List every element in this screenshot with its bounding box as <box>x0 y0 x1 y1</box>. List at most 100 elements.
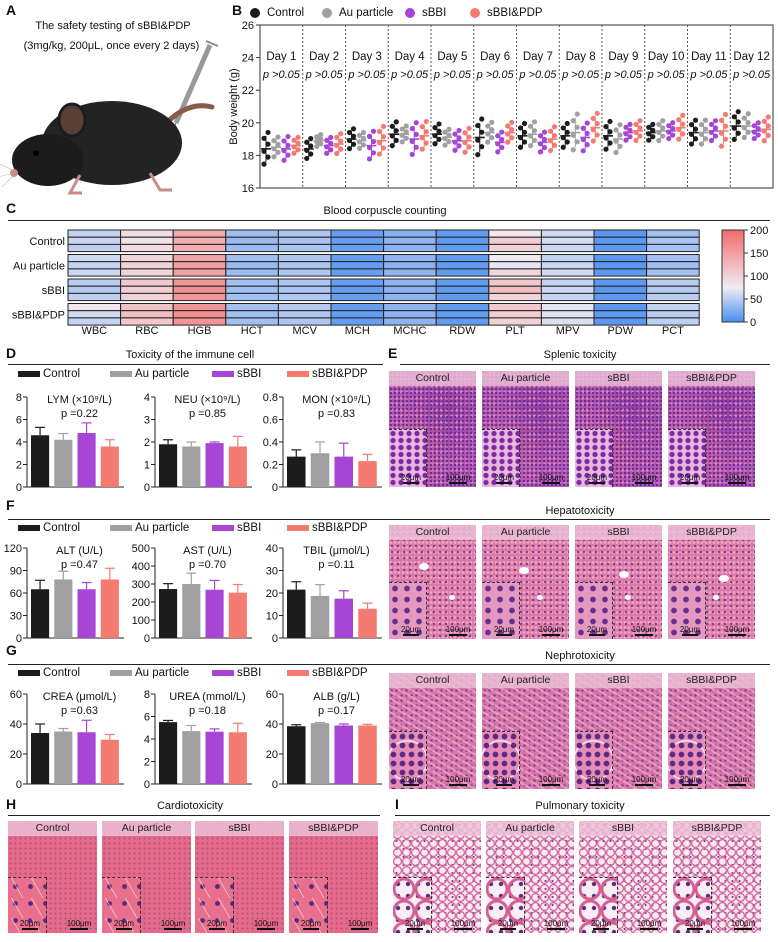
heatmap-cell <box>646 268 700 277</box>
y-tick-label: 4 <box>144 392 150 404</box>
data-point <box>722 111 729 118</box>
mouse-head <box>12 134 84 186</box>
data-point <box>419 123 425 130</box>
heatmap-cell <box>225 268 279 277</box>
p-value-label: p >0.05 <box>647 69 686 81</box>
data-point <box>584 142 590 148</box>
legend-item: Control <box>18 368 80 380</box>
data-point <box>328 147 334 153</box>
data-point <box>456 127 462 134</box>
data-point <box>366 133 373 139</box>
vessel <box>537 595 543 600</box>
data-point <box>436 121 442 127</box>
scale-bar-20um: 20μm <box>681 919 709 930</box>
data-point <box>393 137 399 143</box>
day-label: Day 8 <box>566 51 596 63</box>
data-point <box>452 131 458 137</box>
legend-label: sBBI&PDP <box>487 7 543 19</box>
data-point <box>676 117 682 123</box>
scale-bar-20um: 20μm <box>490 473 518 484</box>
body-weight-chart: 16 18 20 22 24 26 Body weight (g) Day 1 p >0.05 D… <box>228 20 774 195</box>
heatmap-cell <box>593 292 648 302</box>
data-point <box>666 123 672 129</box>
legend-dot-icon <box>470 8 480 18</box>
scale-label: 20μm <box>206 919 228 928</box>
data-point <box>295 147 301 153</box>
data-point <box>462 149 468 155</box>
data-point <box>281 157 287 163</box>
y-tick-label: 30 <box>10 611 22 623</box>
bar-sbbi <box>205 589 224 638</box>
heatmap-cell <box>593 243 648 253</box>
ast-bar-chart: 0 100 200 300 400 500 AST (U/L) p =0.70 <box>132 543 252 644</box>
group-label: sBBI&PDP <box>668 525 755 540</box>
histology-image-sbbi: sBBI 20μm 100μm <box>574 672 663 790</box>
data-point <box>698 141 705 147</box>
histology-image-au-particle: Au particle 20μm 100μm <box>481 370 570 488</box>
bar-au-particle <box>310 595 330 638</box>
data-point <box>718 117 725 123</box>
data-point <box>650 134 656 140</box>
bar-sbbi-pdp <box>228 592 247 638</box>
data-point <box>295 140 301 146</box>
legend-label: Au particle <box>339 7 394 19</box>
heatmap-cell <box>277 278 332 287</box>
p-value-label: p >0.05 <box>561 69 600 81</box>
legend-swatch <box>110 670 132 676</box>
heatmap-cell <box>330 229 385 238</box>
legend-item: sBBI <box>212 368 261 380</box>
heatmap-cell <box>277 292 332 302</box>
y-tick-label: 2 <box>16 460 22 472</box>
heatmap-cell <box>225 303 279 312</box>
histology-image-sbbi-pdp: sBBI&PDP 20μm 100μm <box>667 672 756 790</box>
data-point <box>413 144 419 150</box>
data-point <box>718 143 725 149</box>
magnified-inset <box>668 429 707 487</box>
panel-a-title: The safety testing of sBBI&PDP <box>35 20 191 32</box>
mouse-whiskers <box>0 163 15 188</box>
scale-label: 100μm <box>724 473 750 482</box>
heatmap-cell <box>67 310 122 319</box>
bar-sbbi <box>205 443 224 487</box>
legend-label: sBBI&PDP <box>312 368 368 380</box>
data-point <box>509 119 515 125</box>
y-tick-label: 0.6 <box>263 415 278 427</box>
bar-sbbi <box>77 433 96 487</box>
histology-image-sbbi-pdp: sBBI&PDP 20μm 100μm <box>667 370 756 488</box>
y-tick-label: 500 <box>132 543 150 555</box>
scale-bar-20um: 20μm <box>583 775 611 786</box>
legend-label: Au particle <box>135 522 190 534</box>
heatmap-cell <box>67 229 122 238</box>
heatmap-column-label: WBC <box>81 325 107 337</box>
y-tick-label: 4 <box>16 437 22 449</box>
scale-bar-20um: 20μm <box>401 919 429 930</box>
bar-au-particle <box>310 723 330 784</box>
data-point <box>637 118 643 124</box>
heatmap-cell <box>435 229 490 238</box>
data-point <box>702 117 709 123</box>
histology-image-sbbi: sBBI 20μm 100μm <box>194 820 285 934</box>
legend-label: sBBI&PDP <box>312 667 368 679</box>
heatmap-cell <box>120 243 174 253</box>
legend-sbbi: sBBI <box>405 7 446 19</box>
data-point <box>456 143 462 149</box>
histology-image-control: Control 20μm 100μm <box>7 820 98 934</box>
heatmap-column-label: MPV <box>556 325 581 337</box>
data-point <box>505 123 511 129</box>
data-point <box>479 144 485 150</box>
scale-label: 100μm <box>631 775 657 784</box>
bar-sbbi <box>205 731 224 784</box>
data-point <box>499 144 505 151</box>
data-point <box>324 150 330 156</box>
data-point <box>570 118 576 124</box>
p-value-label: p =0.17 <box>318 705 355 717</box>
heatmap-cell <box>172 310 227 319</box>
data-point <box>660 133 666 139</box>
data-point <box>735 130 741 136</box>
scale-label: 100μm <box>445 775 471 784</box>
bar-control <box>287 726 306 784</box>
heatmap-cell <box>488 229 542 238</box>
tbil-bar-chart: 0 10 20 30 40 TBIL (μmol/L) p =0.11 <box>266 543 382 644</box>
legend-item: Control <box>18 667 80 679</box>
chart-title: NEU (×10⁹/L) <box>174 394 240 406</box>
